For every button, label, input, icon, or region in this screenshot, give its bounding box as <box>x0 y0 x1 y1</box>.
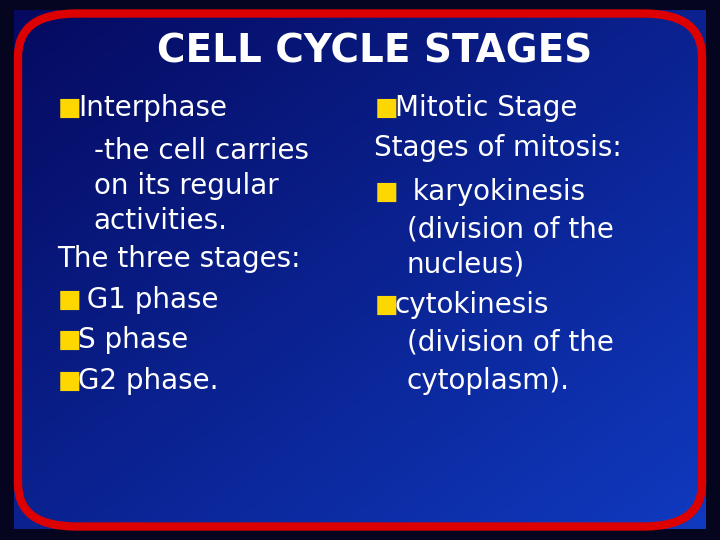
Text: The three stages:: The three stages: <box>58 245 301 273</box>
Text: ■: ■ <box>374 180 398 204</box>
Text: karyokinesis: karyokinesis <box>395 178 585 206</box>
FancyBboxPatch shape <box>18 14 702 526</box>
Text: (division of the: (division of the <box>407 329 613 357</box>
Text: Mitotic Stage: Mitotic Stage <box>395 94 577 122</box>
Text: ■: ■ <box>58 288 81 312</box>
Text: G1 phase: G1 phase <box>78 286 218 314</box>
Text: Interphase: Interphase <box>78 94 227 122</box>
Text: ■: ■ <box>374 293 398 317</box>
Text: -the cell carries: -the cell carries <box>94 137 309 165</box>
Text: cytoplasm).: cytoplasm). <box>407 367 570 395</box>
Text: cytokinesis: cytokinesis <box>395 291 549 319</box>
Text: ■: ■ <box>58 369 81 393</box>
Text: ■: ■ <box>374 96 398 120</box>
Text: (division of the: (division of the <box>407 215 613 244</box>
Text: activities.: activities. <box>94 207 228 235</box>
Text: nucleus): nucleus) <box>407 251 525 279</box>
Text: ■: ■ <box>58 96 81 120</box>
Text: CELL CYCLE STAGES: CELL CYCLE STAGES <box>157 32 592 70</box>
Text: ■: ■ <box>58 328 81 352</box>
Text: on its regular: on its regular <box>94 172 279 200</box>
Text: S phase: S phase <box>78 326 188 354</box>
Text: Stages of mitosis:: Stages of mitosis: <box>374 134 622 163</box>
Text: G2 phase.: G2 phase. <box>78 367 218 395</box>
